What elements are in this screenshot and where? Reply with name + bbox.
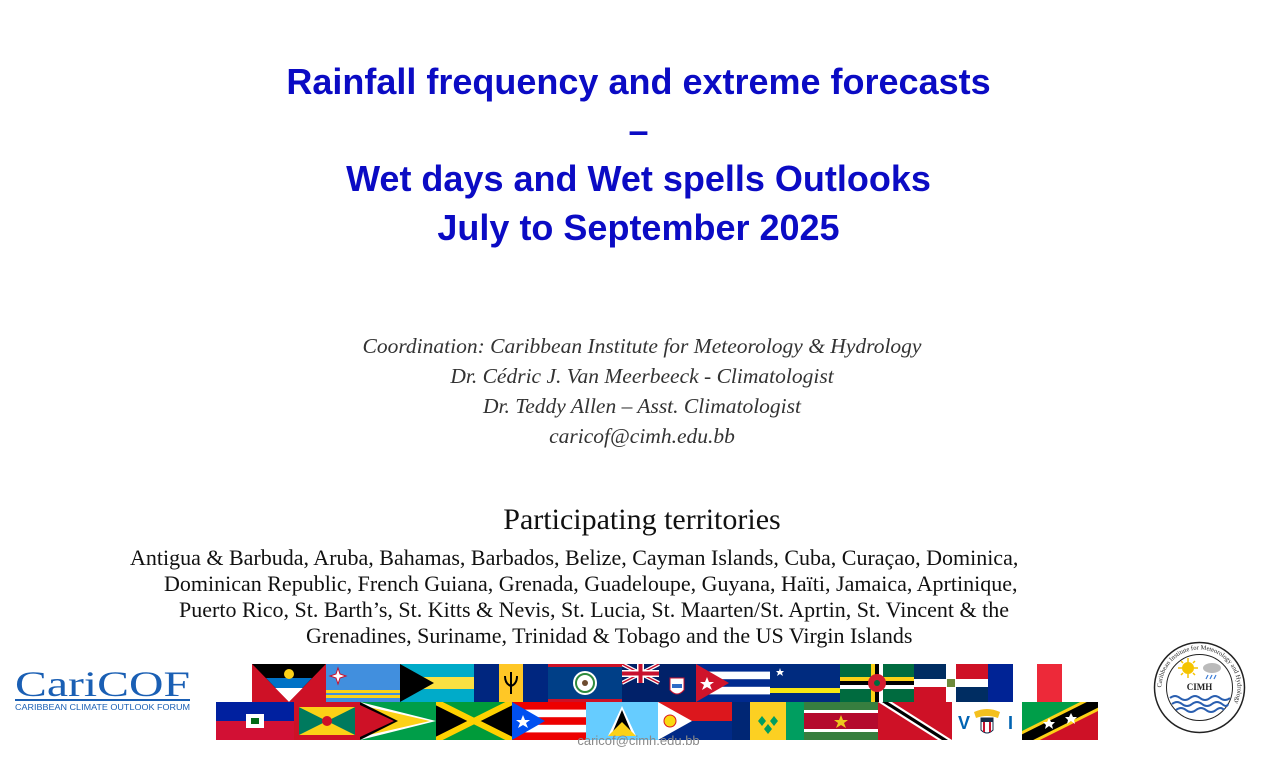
flag-jamaica: [436, 702, 512, 740]
title-line-4: July to September 2025: [437, 206, 840, 248]
flag-suriname: [804, 702, 878, 740]
flag-grenada: [294, 702, 360, 740]
flag-dominican-republic: [914, 664, 988, 702]
flag-curacao: [770, 664, 840, 702]
caricof-logo: CariCOF CARIBBEAN CLIMATE OUTLOOK FORUM: [15, 664, 190, 712]
territories-line-1: Antigua & Barbuda, Aruba, Bahamas, Barba…: [130, 545, 1019, 570]
territories-heading: Participating territories: [503, 503, 781, 536]
credits-block: Coordination: Caribbean Institute for Me…: [0, 331, 1277, 451]
flag-dominica: [840, 664, 914, 702]
flag-aruba: [326, 664, 400, 702]
flag-cayman-islands: [622, 664, 696, 702]
flag-france: [988, 664, 1062, 702]
flag-puerto-rico: [512, 702, 586, 740]
flag-guyana: [360, 702, 436, 740]
footer-email: caricof@cimh.edu.bb: [577, 733, 700, 748]
territories-line-3: Puerto Rico, St. Barth’s, St. Kitts & Ne…: [179, 597, 1009, 622]
flag-us-virgin-islands: V I: [952, 702, 1022, 740]
title-line-3: Wet days and Wet spells Outlooks: [346, 158, 931, 199]
flag-st-maarten: [658, 702, 732, 740]
svg-text:V: V: [958, 713, 970, 733]
svg-text:I: I: [1008, 713, 1013, 733]
flag-st-vincent: [732, 702, 804, 740]
flag-antigua-barbuda: [252, 664, 326, 702]
territories-line-2: Dominican Republic, French Guiana, Grena…: [164, 571, 1018, 596]
contact-email: caricof@cimh.edu.bb: [549, 424, 735, 448]
flag-belize: [548, 664, 622, 702]
cimh-logo-text: CIMH: [1187, 682, 1213, 692]
title-line-1: Rainfall frequency and extreme forecasts: [286, 61, 991, 102]
territories-list: Antigua & Barbuda, Aruba, Bahamas, Barba…: [118, 545, 1168, 649]
flag-bahamas: [400, 664, 474, 702]
flag-st-kitts-nevis: [1022, 702, 1098, 740]
asst-climatologist-text: Dr. Teddy Allen – Asst. Climatologist: [483, 394, 801, 418]
cimh-logo: Caribbean Institute for Meteorology and …: [1153, 641, 1246, 734]
title-line-2: –: [628, 109, 649, 151]
caricof-logo-text: CariCOF: [15, 664, 190, 704]
territories-line-4: Grenadines, Suriname, Trinidad & Tobago …: [306, 623, 913, 648]
caricof-logo-subtitle: CARIBBEAN CLIMATE OUTLOOK FORUM: [15, 703, 190, 712]
slide-title: Rainfall frequency and extreme forecasts…: [0, 58, 1277, 252]
flag-st-lucia: [586, 702, 658, 740]
climatologist-text: Dr. Cédric J. Van Meerbeeck - Climatolog…: [450, 364, 834, 388]
coordination-text: Coordination: Caribbean Institute for Me…: [362, 334, 922, 358]
flag-barbados: [474, 664, 548, 702]
flag-trinidad-tobago: [878, 702, 952, 740]
flag-haiti: [216, 702, 294, 740]
flag-cuba: [696, 664, 770, 702]
